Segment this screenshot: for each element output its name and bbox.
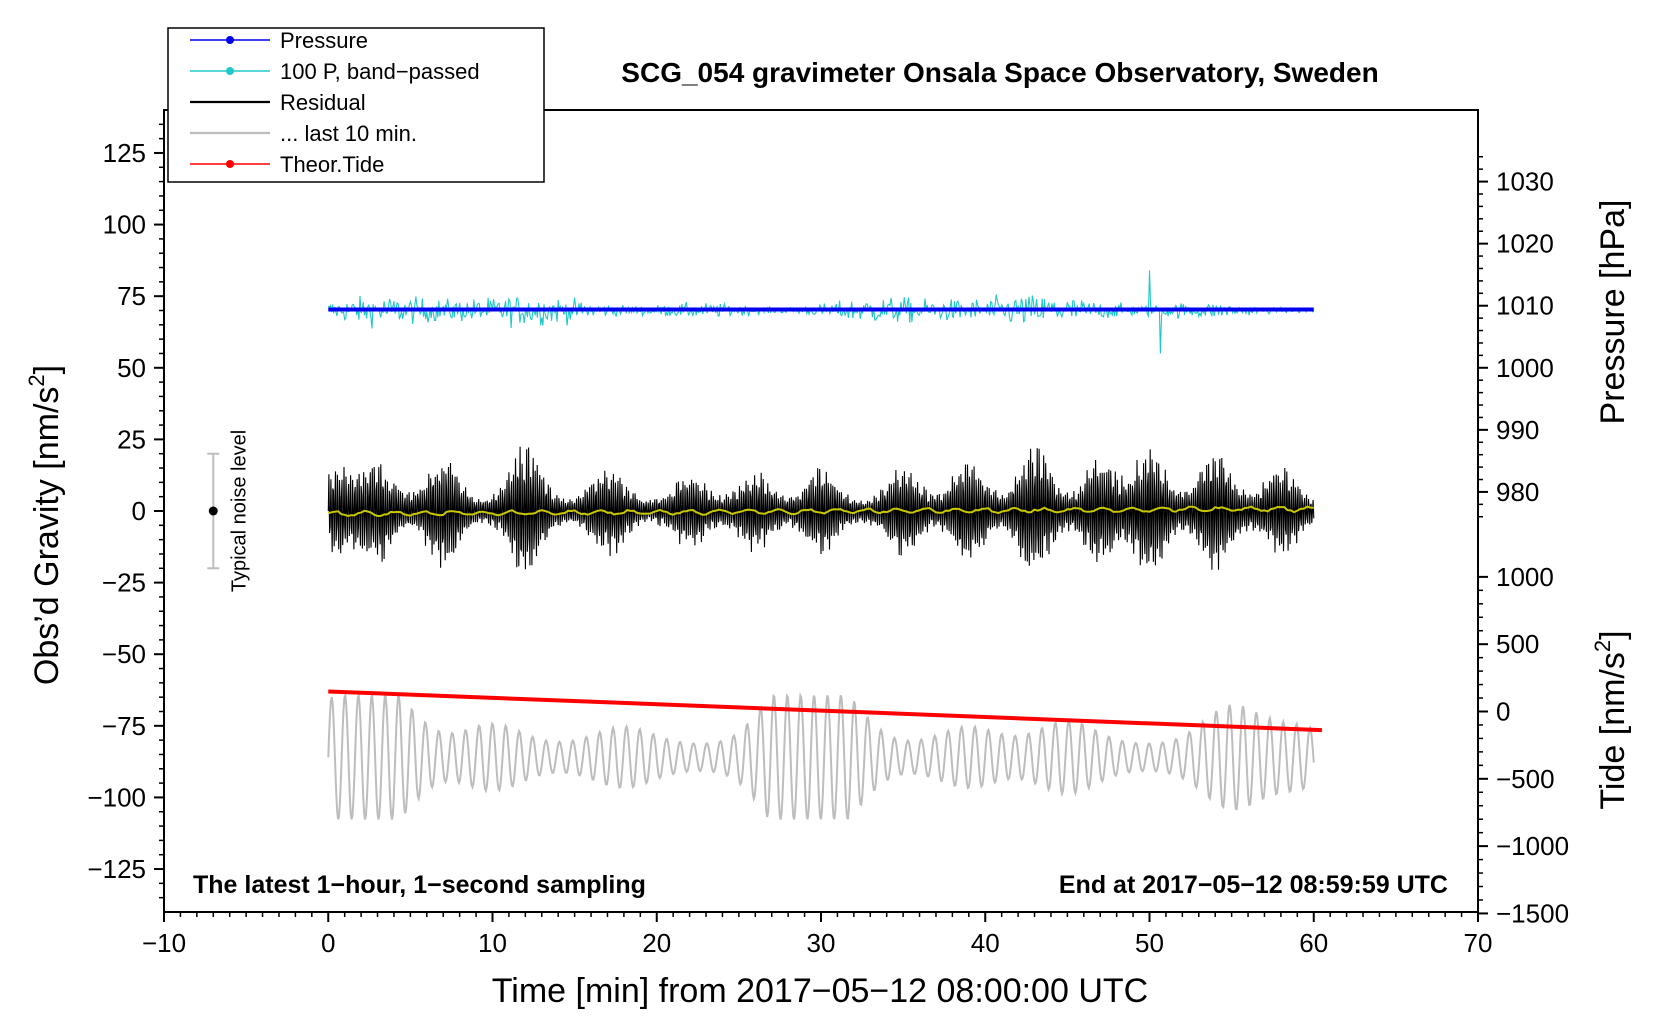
residual-series <box>327 446 1315 570</box>
noise-bar-dot <box>208 506 218 516</box>
y-tick-label: −100 <box>87 782 146 812</box>
pressure-tick-label: 990 <box>1496 415 1539 445</box>
legend-box <box>167 27 545 183</box>
pressure-tick-label: 1000 <box>1496 353 1554 383</box>
x-tick-label: 10 <box>478 928 507 958</box>
left-y-axis-ticks: 125 100 75 50 25 0 −25 −50 −75 −100 −125 <box>87 123 164 899</box>
pressure-tick-label: 1010 <box>1496 291 1554 321</box>
bandpassed-pressure-line <box>327 270 1315 354</box>
legend: Pressure 100 P, band−passed Residual ... la… <box>167 27 545 183</box>
legend-label: Theor.Tide <box>280 152 384 177</box>
y-tick-label: 100 <box>103 210 146 240</box>
bandpassed-pressure-series <box>327 270 1315 354</box>
pressure-tick-label: 980 <box>1496 477 1539 507</box>
legend-marker <box>226 160 234 168</box>
residual-smoothed-series <box>328 505 1314 518</box>
legend-items: Pressure 100 P, band−passed Residual ... la… <box>190 28 480 177</box>
legend-label: Residual <box>280 90 366 115</box>
pressure-axis-ticks: 1030 1020 1010 1000 990 980 <box>1478 156 1554 518</box>
x-axis-ticks: −10 0 10 20 30 40 50 60 70 <box>142 912 1493 958</box>
y-tick-label: −75 <box>102 711 146 741</box>
y-tick-label: −125 <box>87 854 146 884</box>
tide-axis-ticks: 1000 500 0 −500 −1000 −1500 <box>1478 562 1569 928</box>
noise-level-indicator: Typical noise level <box>207 430 250 592</box>
tide-tick-label: −1500 <box>1496 898 1569 928</box>
x-tick-label: 20 <box>642 928 671 958</box>
sampling-annotation: The latest 1−hour, 1−second sampling <box>193 871 646 899</box>
x-tick-label: 40 <box>971 928 1000 958</box>
last-10-min-series <box>327 691 1315 820</box>
legend-label: 100 P, band−passed <box>280 59 480 84</box>
legend-marker <box>226 36 234 44</box>
x-tick-label: 70 <box>1464 928 1493 958</box>
tide-tick-label: 500 <box>1496 629 1539 659</box>
x-axis-title: Time [min] from 2017−05−12 08:00:00 UTC <box>492 972 1148 1010</box>
pressure-tick-label: 1030 <box>1496 167 1554 197</box>
tide-tick-label: −1000 <box>1496 831 1569 861</box>
pressure-tick-label: 1020 <box>1496 229 1554 259</box>
theoretical-tide-series <box>328 689 1323 733</box>
tide-tick-label: −500 <box>1496 764 1555 794</box>
legend-label: Pressure <box>280 28 368 53</box>
chart-title: SCG_054 gravimeter Onsala Space Observat… <box>621 57 1378 88</box>
residual-line <box>327 446 1315 570</box>
x-tick-label: 50 <box>1135 928 1164 958</box>
y-tick-label: 0 <box>132 496 146 526</box>
x-tick-label: 30 <box>807 928 836 958</box>
y-left-axis-title: Obs’d Gravity [nm/s2] <box>24 365 66 685</box>
y-tick-label: 50 <box>117 353 146 383</box>
legend-label: ... last 10 min. <box>280 121 417 146</box>
y-tick-label: −50 <box>102 639 146 669</box>
pressure-axis-title: Pressure [hPa] <box>1594 200 1632 425</box>
x-tick-label: 0 <box>321 928 335 958</box>
tide-tick-label: 1000 <box>1496 562 1554 592</box>
x-tick-label: 60 <box>1299 928 1328 958</box>
legend-marker <box>226 67 234 75</box>
theoretical-tide-line <box>328 689 1323 733</box>
y-tick-label: 125 <box>103 138 146 168</box>
y-tick-label: 75 <box>117 281 146 311</box>
y-tick-label: −25 <box>102 568 146 598</box>
noise-level-label: Typical noise level <box>228 430 250 592</box>
x-tick-label: −10 <box>142 928 186 958</box>
residual-smoothed-line <box>328 505 1314 518</box>
tide-axis-title: Tide [nm/s2] <box>1590 630 1632 809</box>
tide-tick-label: 0 <box>1496 697 1510 727</box>
end-time-annotation: End at 2017−05−12 08:59:59 UTC <box>1059 871 1448 899</box>
last-10-min-line <box>327 691 1315 820</box>
y-tick-label: 25 <box>117 424 146 454</box>
